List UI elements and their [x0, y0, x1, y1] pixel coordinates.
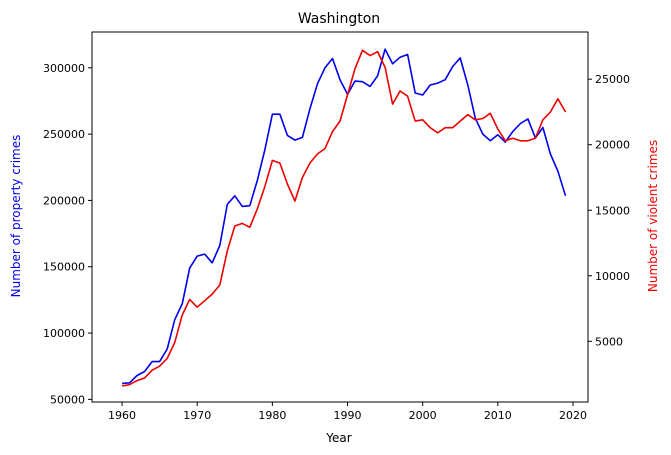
left-y-tick-label: 100000 — [43, 327, 85, 340]
chart-title: Washington — [298, 11, 380, 27]
violent-crimes-line — [121, 49, 567, 387]
left-y-axis-label: Number of property crimes — [9, 135, 23, 298]
x-tick-label: 1960 — [108, 409, 136, 422]
x-tick-label: 2000 — [409, 409, 437, 422]
x-tick-label: 2020 — [559, 409, 587, 422]
x-tick-label: 1980 — [258, 409, 286, 422]
x-axis-label: Year — [325, 431, 351, 445]
series-lines — [121, 48, 567, 387]
x-axis-ticks: 1960 1970 1980 1990 2000 2010 2020 — [108, 402, 587, 422]
right-y-tick-label: 25000 — [595, 73, 630, 86]
right-y-axis-label: Number of violent crimes — [646, 140, 660, 292]
left-y-tick-label: 150000 — [43, 261, 85, 274]
left-y-tick-label: 50000 — [50, 393, 85, 406]
right-y-tick-label: 5000 — [595, 335, 623, 348]
x-tick-label: 2010 — [484, 409, 512, 422]
left-y-tick-label: 300000 — [43, 62, 85, 75]
right-y-tick-label: 15000 — [595, 204, 630, 217]
property-crimes-line — [122, 48, 567, 385]
right-y-tick-label: 20000 — [595, 139, 630, 152]
right-y-axis-ticks: 5000 10000 15000 20000 25000 — [588, 73, 630, 348]
right-y-tick-label: 10000 — [595, 270, 630, 283]
plot-frame — [91, 31, 589, 403]
plot-border — [91, 31, 589, 403]
left-y-tick-label: 200000 — [43, 194, 85, 207]
left-y-axis-ticks: 50000 100000 150000 200000 250000 300000 — [43, 62, 92, 406]
x-tick-label: 1990 — [334, 409, 362, 422]
x-tick-label: 1970 — [183, 409, 211, 422]
left-y-tick-label: 250000 — [43, 128, 85, 141]
